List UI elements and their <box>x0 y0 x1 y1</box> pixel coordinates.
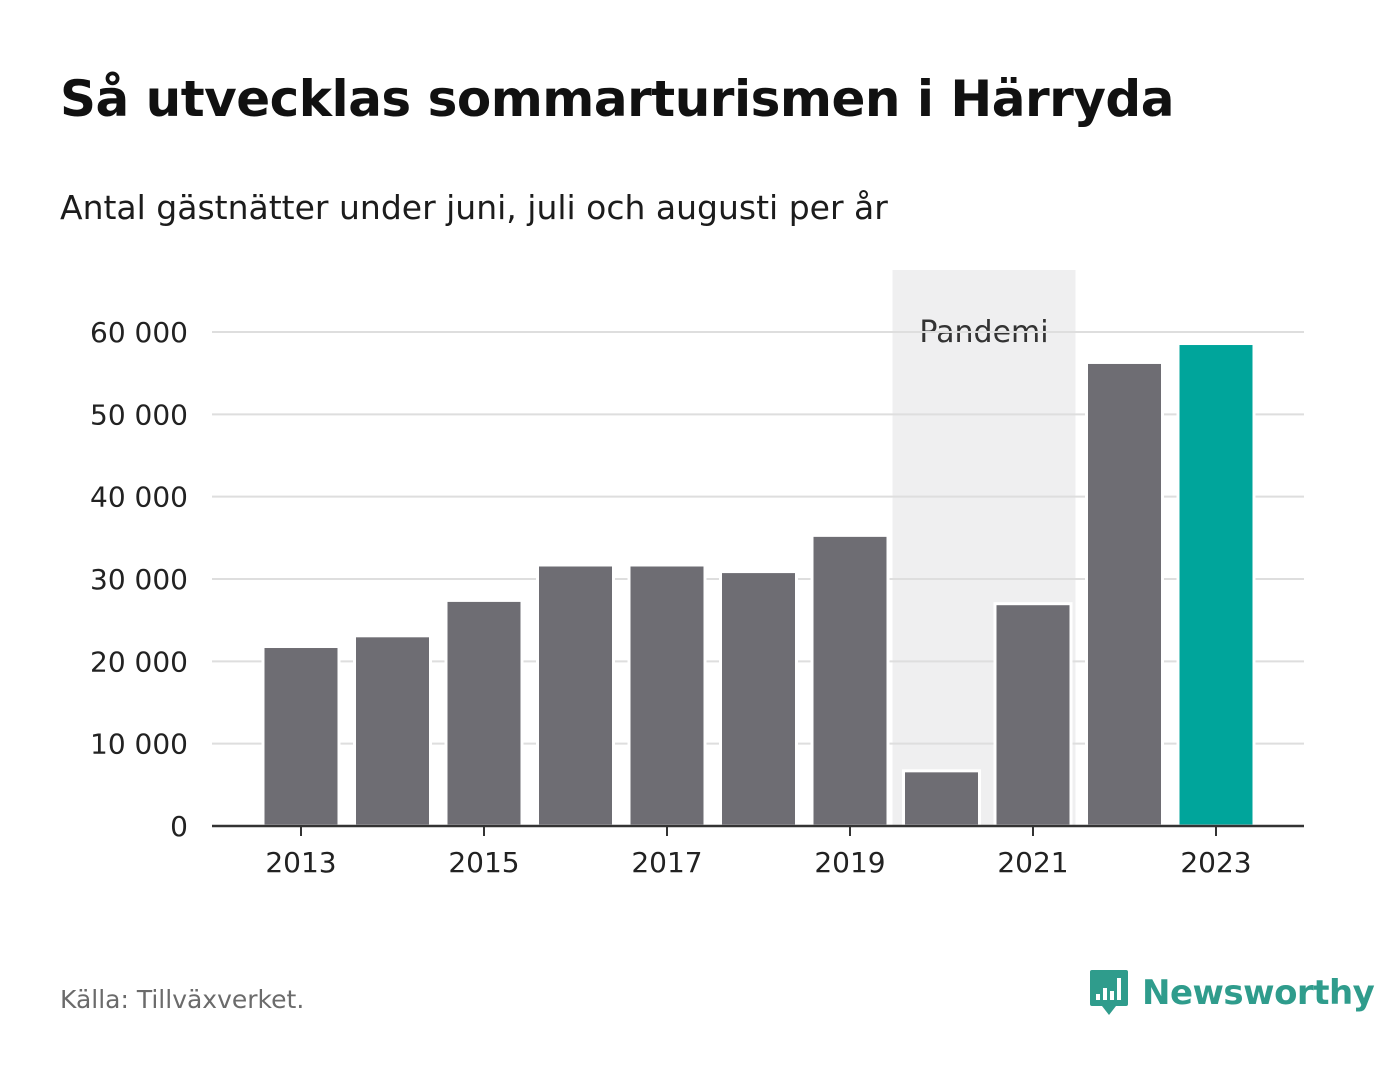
bar-2015 <box>444 598 524 828</box>
bar-2020 <box>902 769 981 828</box>
source-note: Källa: Tillväxverket. <box>60 985 305 1014</box>
bar-2017 <box>627 563 707 828</box>
x-tick-label: 2023 <box>1180 846 1251 879</box>
y-tick-label: 60 000 <box>90 316 188 349</box>
bar-2022 <box>1085 360 1164 828</box>
y-tick-label: 20 000 <box>90 645 188 678</box>
x-tick-label: 2015 <box>448 846 519 879</box>
newsworthy-logo-icon <box>1090 970 1128 1015</box>
x-tick-label: 2021 <box>997 846 1068 879</box>
y-tick-label: 30 000 <box>90 563 188 596</box>
y-tick-label: 0 <box>170 810 188 843</box>
x-tick-label: 2017 <box>631 846 702 879</box>
axis-layer: 0 10 000 20 000 30 000 40 000 50 000 60 000 201… <box>90 316 1304 879</box>
bar-2023 <box>1176 342 1256 828</box>
bar-2016 <box>536 563 615 828</box>
bar-2013 <box>261 645 341 828</box>
y-tick-label: 40 000 <box>90 481 188 514</box>
chart-title: Så utvecklas sommarturismen i Härryda <box>60 70 1174 128</box>
bar-layer <box>261 342 1256 828</box>
bar-2021 <box>993 602 1073 828</box>
x-tick-label: 2013 <box>265 846 336 879</box>
bar-2014 <box>353 634 432 828</box>
bar-2018 <box>719 570 798 828</box>
y-tick-label: 50 000 <box>90 398 188 431</box>
brand-name: Newsworthy <box>1142 973 1375 1013</box>
y-tick-label: 10 000 <box>90 728 188 761</box>
x-tick-label: 2019 <box>814 846 885 879</box>
brand-logo[interactable]: Newsworthy <box>1088 968 1375 1018</box>
bar-2019 <box>810 533 890 828</box>
chart-subtitle: Antal gästnätter under juni, juli och au… <box>60 188 888 227</box>
